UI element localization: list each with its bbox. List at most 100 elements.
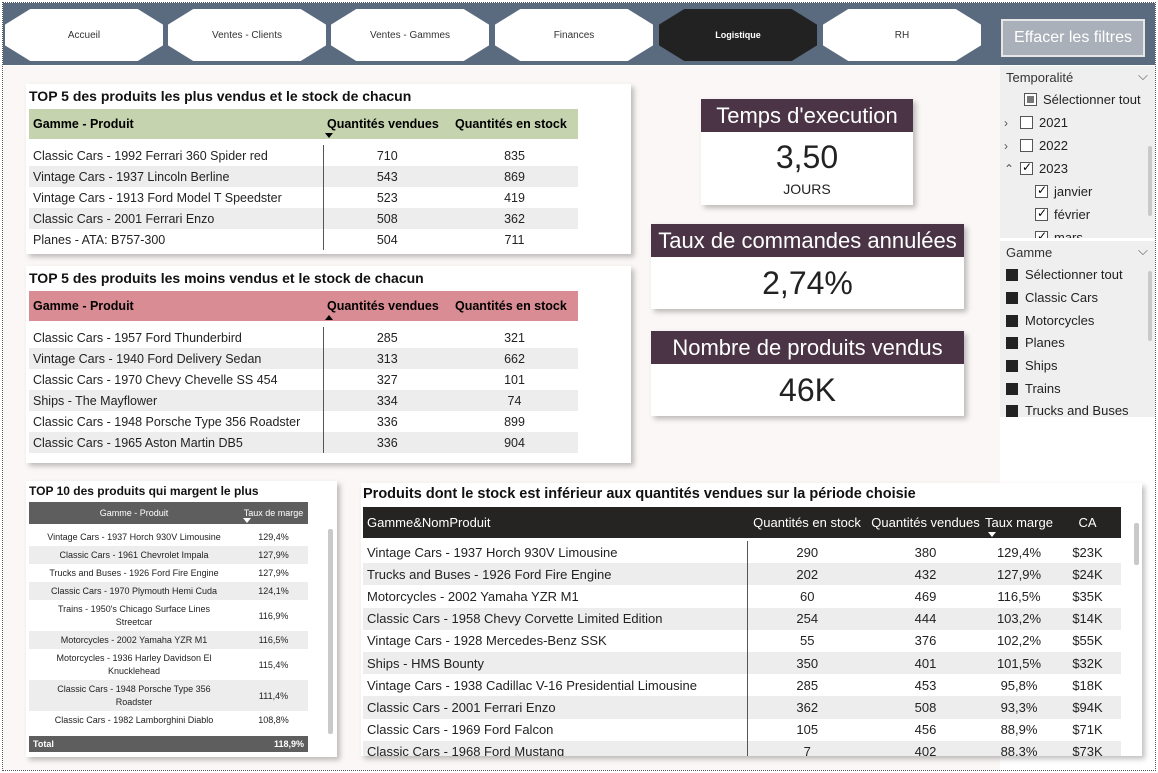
checkbox-checked-icon[interactable] [1035, 229, 1048, 238]
clear-filters-button[interactable]: Effacer les filtres [1001, 19, 1145, 57]
nav-ventes-gammes-button[interactable]: Ventes - Gammes [331, 9, 489, 61]
gamme-motorcycles[interactable]: Motorcycles [1006, 313, 1094, 328]
sort-desc-icon [243, 518, 251, 523]
checkbox-icon[interactable] [1020, 139, 1033, 152]
table-row[interactable]: Vintage Cars - 1913 Ford Model T Speedst… [29, 187, 578, 208]
cell-qty-sold: 508 [867, 696, 984, 719]
chevron-up-icon[interactable]: ⌃ [1004, 161, 1015, 176]
time-year-2021[interactable]: › 2021 [1004, 115, 1068, 130]
cell-margin: 127,9% [984, 563, 1054, 586]
checkbox-checked-icon[interactable] [1035, 206, 1048, 221]
col-header-margin[interactable]: Taux de marge [239, 502, 308, 524]
checkbox-partial-icon[interactable] [1024, 93, 1037, 106]
cell-qty-stock: 869 [451, 166, 578, 187]
table-row[interactable]: Motorcycles - 1936 Harley Davidson El Kn… [29, 649, 308, 680]
gamme-classic-cars[interactable]: Classic Cars [1006, 290, 1098, 305]
top10-scrollbar[interactable] [328, 529, 333, 734]
col-header-qty-stock[interactable]: Quantités en stock [747, 507, 867, 538]
gamme-select-all[interactable]: Sélectionner tout [1006, 267, 1123, 282]
table-row[interactable]: Classic Cars - 2001 Ferrari Enzo 362 508 93… [363, 696, 1121, 719]
table-row[interactable]: Classic Cars - 1958 Chevy Corvette Limit… [363, 607, 1121, 630]
cell-ca: $24K [1054, 563, 1121, 586]
col-header-ca[interactable]: CA [1054, 507, 1121, 538]
gamme-planes[interactable]: Planes [1006, 335, 1065, 350]
cell-product: Classic Cars - 1982 Lamborghini Diablo [54, 715, 214, 725]
cell-qty-sold: 432 [867, 563, 984, 586]
time-month-janvier[interactable]: janvier [1035, 183, 1092, 199]
checkbox-filled-icon[interactable] [1006, 314, 1018, 327]
col-header-product[interactable]: Gamme - Produit [33, 299, 134, 313]
col-header-margin[interactable]: Taux marge [984, 507, 1054, 538]
table-row[interactable]: Vintage Cars - 1937 Horch 930V Limousine… [363, 541, 1121, 564]
gamme-trains[interactable]: Trains [1006, 381, 1061, 396]
table-row[interactable]: Vintage Cars - 1938 Cadillac V-16 Presid… [363, 674, 1121, 697]
checkbox-filled-icon[interactable] [1006, 291, 1018, 304]
table-row[interactable]: Motorcycles - 2002 Yamaha YZR M1 60 469 116… [363, 585, 1121, 608]
gamme-trucks-buses[interactable]: Trucks and Buses [1006, 403, 1129, 417]
nav-ventes-clients-button[interactable]: Ventes - Clients [168, 9, 326, 61]
chevron-down-icon[interactable]: ⌵ [1138, 243, 1148, 258]
cell-product: Vintage Cars - 1928 Mercedes-Benz SSK [363, 629, 748, 652]
table-row[interactable]: Classic Cars - 1961 Chevrolet Impala 127,… [29, 546, 308, 564]
nav-finances-button[interactable]: Finances [495, 9, 653, 61]
chevron-right-icon[interactable]: › [1004, 138, 1008, 153]
top5-sold-title: TOP 5 des produits les plus vendus et le… [29, 88, 412, 104]
table-row[interactable]: Trucks and Buses - 1926 Ford Fire Engine… [363, 563, 1121, 586]
time-slicer-scrollbar[interactable] [1148, 146, 1152, 216]
table-row[interactable]: Vintage Cars - 1928 Mercedes-Benz SSK 55 3… [363, 629, 1121, 652]
time-year-2023[interactable]: ⌃ 2023 [1004, 160, 1068, 176]
col-header-qty-sold[interactable]: Quantités vendues [323, 291, 451, 321]
table-row[interactable]: Classic Cars - 1970 Chevy Chevelle SS 45… [29, 369, 578, 390]
table-row[interactable]: Classic Cars - 1948 Porsche Type 356 Roa… [29, 411, 578, 432]
cell-qty-sold: 327 [376, 372, 398, 387]
nav-accueil-button[interactable]: Accueil [5, 9, 163, 61]
table-row[interactable]: Trains - 1950's Chicago Surface Lines St… [29, 600, 308, 631]
col-header-qty-stock[interactable]: Quantités en stock [455, 117, 567, 131]
checkbox-filled-icon[interactable] [1006, 404, 1018, 417]
low-stock-scrollbar[interactable] [1134, 523, 1139, 565]
table-row[interactable]: Trucks and Buses - 1926 Ford Fire Engine… [29, 564, 308, 582]
table-row[interactable]: Classic Cars - 1965 Aston Martin DB5 336 9… [29, 432, 578, 453]
col-header-qty-sold[interactable]: Quantités vendues [867, 507, 984, 538]
col-header-qty-stock[interactable]: Quantités en stock [455, 299, 567, 313]
table-row[interactable]: Motorcycles - 2002 Yamaha YZR M1 116,5% [29, 631, 308, 649]
table-row[interactable]: Ships - HMS Bounty 350 401 101,5% $32K [363, 651, 1121, 675]
nav-logistique-button[interactable]: Logistique [659, 9, 817, 61]
table-row[interactable]: Ships - The Mayflower 334 74 [29, 390, 578, 411]
top10-margin-table: Gamme - Produit Taux de marge Vintage Ca… [29, 502, 308, 729]
checkbox-checked-icon[interactable] [1035, 183, 1048, 198]
col-header-product[interactable]: Gamme&NomProduit [363, 507, 747, 538]
table-row[interactable]: Classic Cars - 1948 Porsche Type 356 Roa… [29, 680, 308, 711]
cell-qty-sold: 380 [914, 544, 937, 560]
col-header-product[interactable]: Gamme - Produit [33, 117, 134, 131]
table-row[interactable]: Vintage Cars - 1940 Ford Delivery Sedan 3… [29, 348, 578, 369]
col-header-qty-sold[interactable]: Quantités vendues [323, 109, 451, 139]
table-row[interactable]: Classic Cars - 1970 Plymouth Hemi Cuda 12… [29, 582, 308, 600]
col-header-product[interactable]: Gamme - Produit [29, 502, 239, 524]
time-select-all[interactable]: Sélectionner tout [1024, 92, 1141, 107]
time-year-2022[interactable]: › 2022 [1004, 138, 1068, 153]
table-row[interactable]: Classic Cars - 1969 Ford Falcon 105 456 88,… [363, 718, 1121, 741]
gamme-slicer-scrollbar[interactable] [1148, 271, 1152, 341]
nav-rh-button[interactable]: RH [823, 9, 981, 61]
cell-margin: 116,5% [997, 588, 1041, 604]
table-row[interactable]: Vintage Cars - 1937 Lincoln Berline 543 86… [29, 166, 578, 187]
table-row[interactable]: Classic Cars - 1968 Ford Mustang 7 402 88,3… [363, 740, 1121, 756]
table-row[interactable]: Vintage Cars - 1937 Horch 930V Limousine… [29, 528, 308, 546]
checkbox-filled-icon[interactable] [1006, 359, 1018, 372]
time-month-mars[interactable]: mars [1035, 229, 1083, 238]
checkbox-filled-icon[interactable] [1006, 268, 1018, 281]
table-row[interactable]: Classic Cars - 1992 Ferrari 360 Spider r… [29, 145, 578, 166]
checkbox-icon[interactable] [1020, 116, 1033, 129]
checkbox-filled-icon[interactable] [1006, 382, 1018, 395]
gamme-ships[interactable]: Ships [1006, 358, 1058, 373]
table-row[interactable]: Classic Cars - 2001 Ferrari Enzo 508 362 [29, 208, 578, 229]
chevron-down-icon[interactable]: ⌵ [1138, 68, 1148, 83]
checkbox-filled-icon[interactable] [1006, 336, 1018, 349]
checkbox-checked-icon[interactable] [1020, 160, 1033, 175]
chevron-right-icon[interactable]: › [1004, 115, 1008, 130]
table-row[interactable]: Classic Cars - 1982 Lamborghini Diablo 10… [29, 711, 308, 729]
table-row[interactable]: Planes - ATA: B757-300 504 711 [29, 229, 578, 250]
time-month-fevrier[interactable]: février [1035, 206, 1090, 222]
table-row[interactable]: Classic Cars - 1957 Ford Thunderbird 285 3… [29, 327, 578, 348]
